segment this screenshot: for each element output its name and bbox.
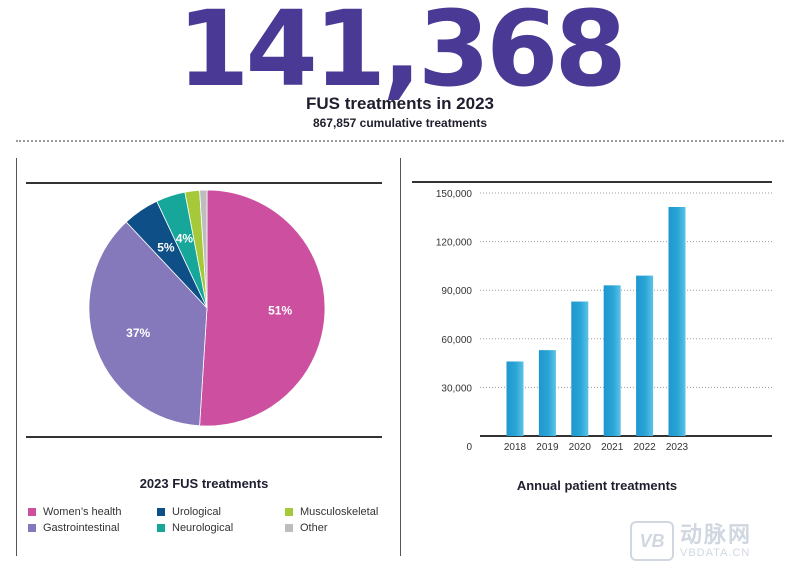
pie-label-women-s-health: 51% [268, 303, 292, 317]
y-tick-label: 120,000 [436, 238, 473, 249]
middle-divider [400, 158, 401, 556]
pie-label-gastrointestinal: 37% [126, 326, 150, 340]
pie-top-rule [26, 182, 382, 184]
legend-label: Gastrointestinal [43, 522, 120, 534]
legend-item-neurological: Neurological [157, 522, 233, 534]
y-tick-label: 60,000 [441, 335, 472, 346]
pie-label-neurological: 4% [176, 231, 194, 245]
bar-2023 [668, 206, 686, 436]
y-tick-label: 0 [466, 442, 472, 453]
headline-subtitle: 867,857 cumulative treatments [312, 116, 488, 130]
watermark-cn: 动脉网 [680, 522, 753, 547]
legend-label: Urological [172, 506, 221, 518]
pie-chart: 51% 37% 5%4% [88, 189, 326, 427]
legend-swatch [157, 508, 165, 516]
legend-swatch [285, 524, 293, 532]
legend-item-urological: Urological [157, 506, 221, 518]
legend-label: Women’s health [43, 506, 122, 518]
x-tick-label: 2018 [504, 442, 527, 453]
pie-slice-gastrointestinal [88, 221, 208, 427]
pie-chart-title: 2023 FUS treatments [139, 476, 269, 491]
y-tick-label: 90,000 [441, 286, 472, 297]
bar-chart: 0 30,000 60,000 90,000 120,000 150,000 2018 201… [436, 189, 772, 453]
legend-item-gastrointestinal: Gastrointestinal [28, 522, 119, 534]
bar-chart-title: Annual patient treatments [516, 478, 678, 493]
legend-label: Other [300, 522, 328, 534]
legend-label: Musculoskeletal [300, 506, 379, 518]
legend-swatch [285, 508, 293, 516]
x-tick-label: 2020 [569, 442, 592, 453]
legend-item-women-s-health: Women’s health [28, 506, 121, 518]
legend-swatch [28, 508, 36, 516]
x-tick-label: 2021 [601, 442, 624, 453]
x-tick-label: 2019 [536, 442, 559, 453]
pie-slice-women-s-health [199, 189, 326, 427]
x-tick-label: 2022 [633, 442, 656, 453]
watermark-url: VBDATA.CN [680, 547, 751, 559]
watermark-logo: VB [630, 521, 674, 561]
legend-item-other: Other [285, 522, 328, 534]
legend-swatch [157, 524, 165, 532]
bar-2022 [636, 275, 654, 436]
x-tick-label: 2023 [666, 442, 689, 453]
headline-number: 141,368 [177, 0, 627, 110]
pie-label-urological: 5% [157, 240, 175, 254]
y-tick-label: 30,000 [441, 383, 472, 394]
bar-top-rule [412, 181, 772, 183]
pie-bottom-rule [26, 436, 382, 438]
watermark: VB 动脉网 VBDATA.CN [630, 521, 752, 561]
legend-label: Neurological [172, 522, 234, 534]
legend-item-musculoskeletal: Musculoskeletal [285, 506, 378, 518]
bar-2018 [506, 361, 524, 436]
bar-2019 [538, 350, 556, 436]
bar-2020 [571, 301, 589, 436]
pie-slice-other [199, 189, 208, 309]
headline-title: FUS treatments in 2023 [305, 94, 494, 113]
y-tick-label: 150,000 [436, 189, 473, 200]
bar-2021 [603, 285, 621, 436]
left-panel-border [16, 158, 17, 556]
legend-swatch [28, 524, 36, 532]
dotted-divider [16, 140, 784, 142]
